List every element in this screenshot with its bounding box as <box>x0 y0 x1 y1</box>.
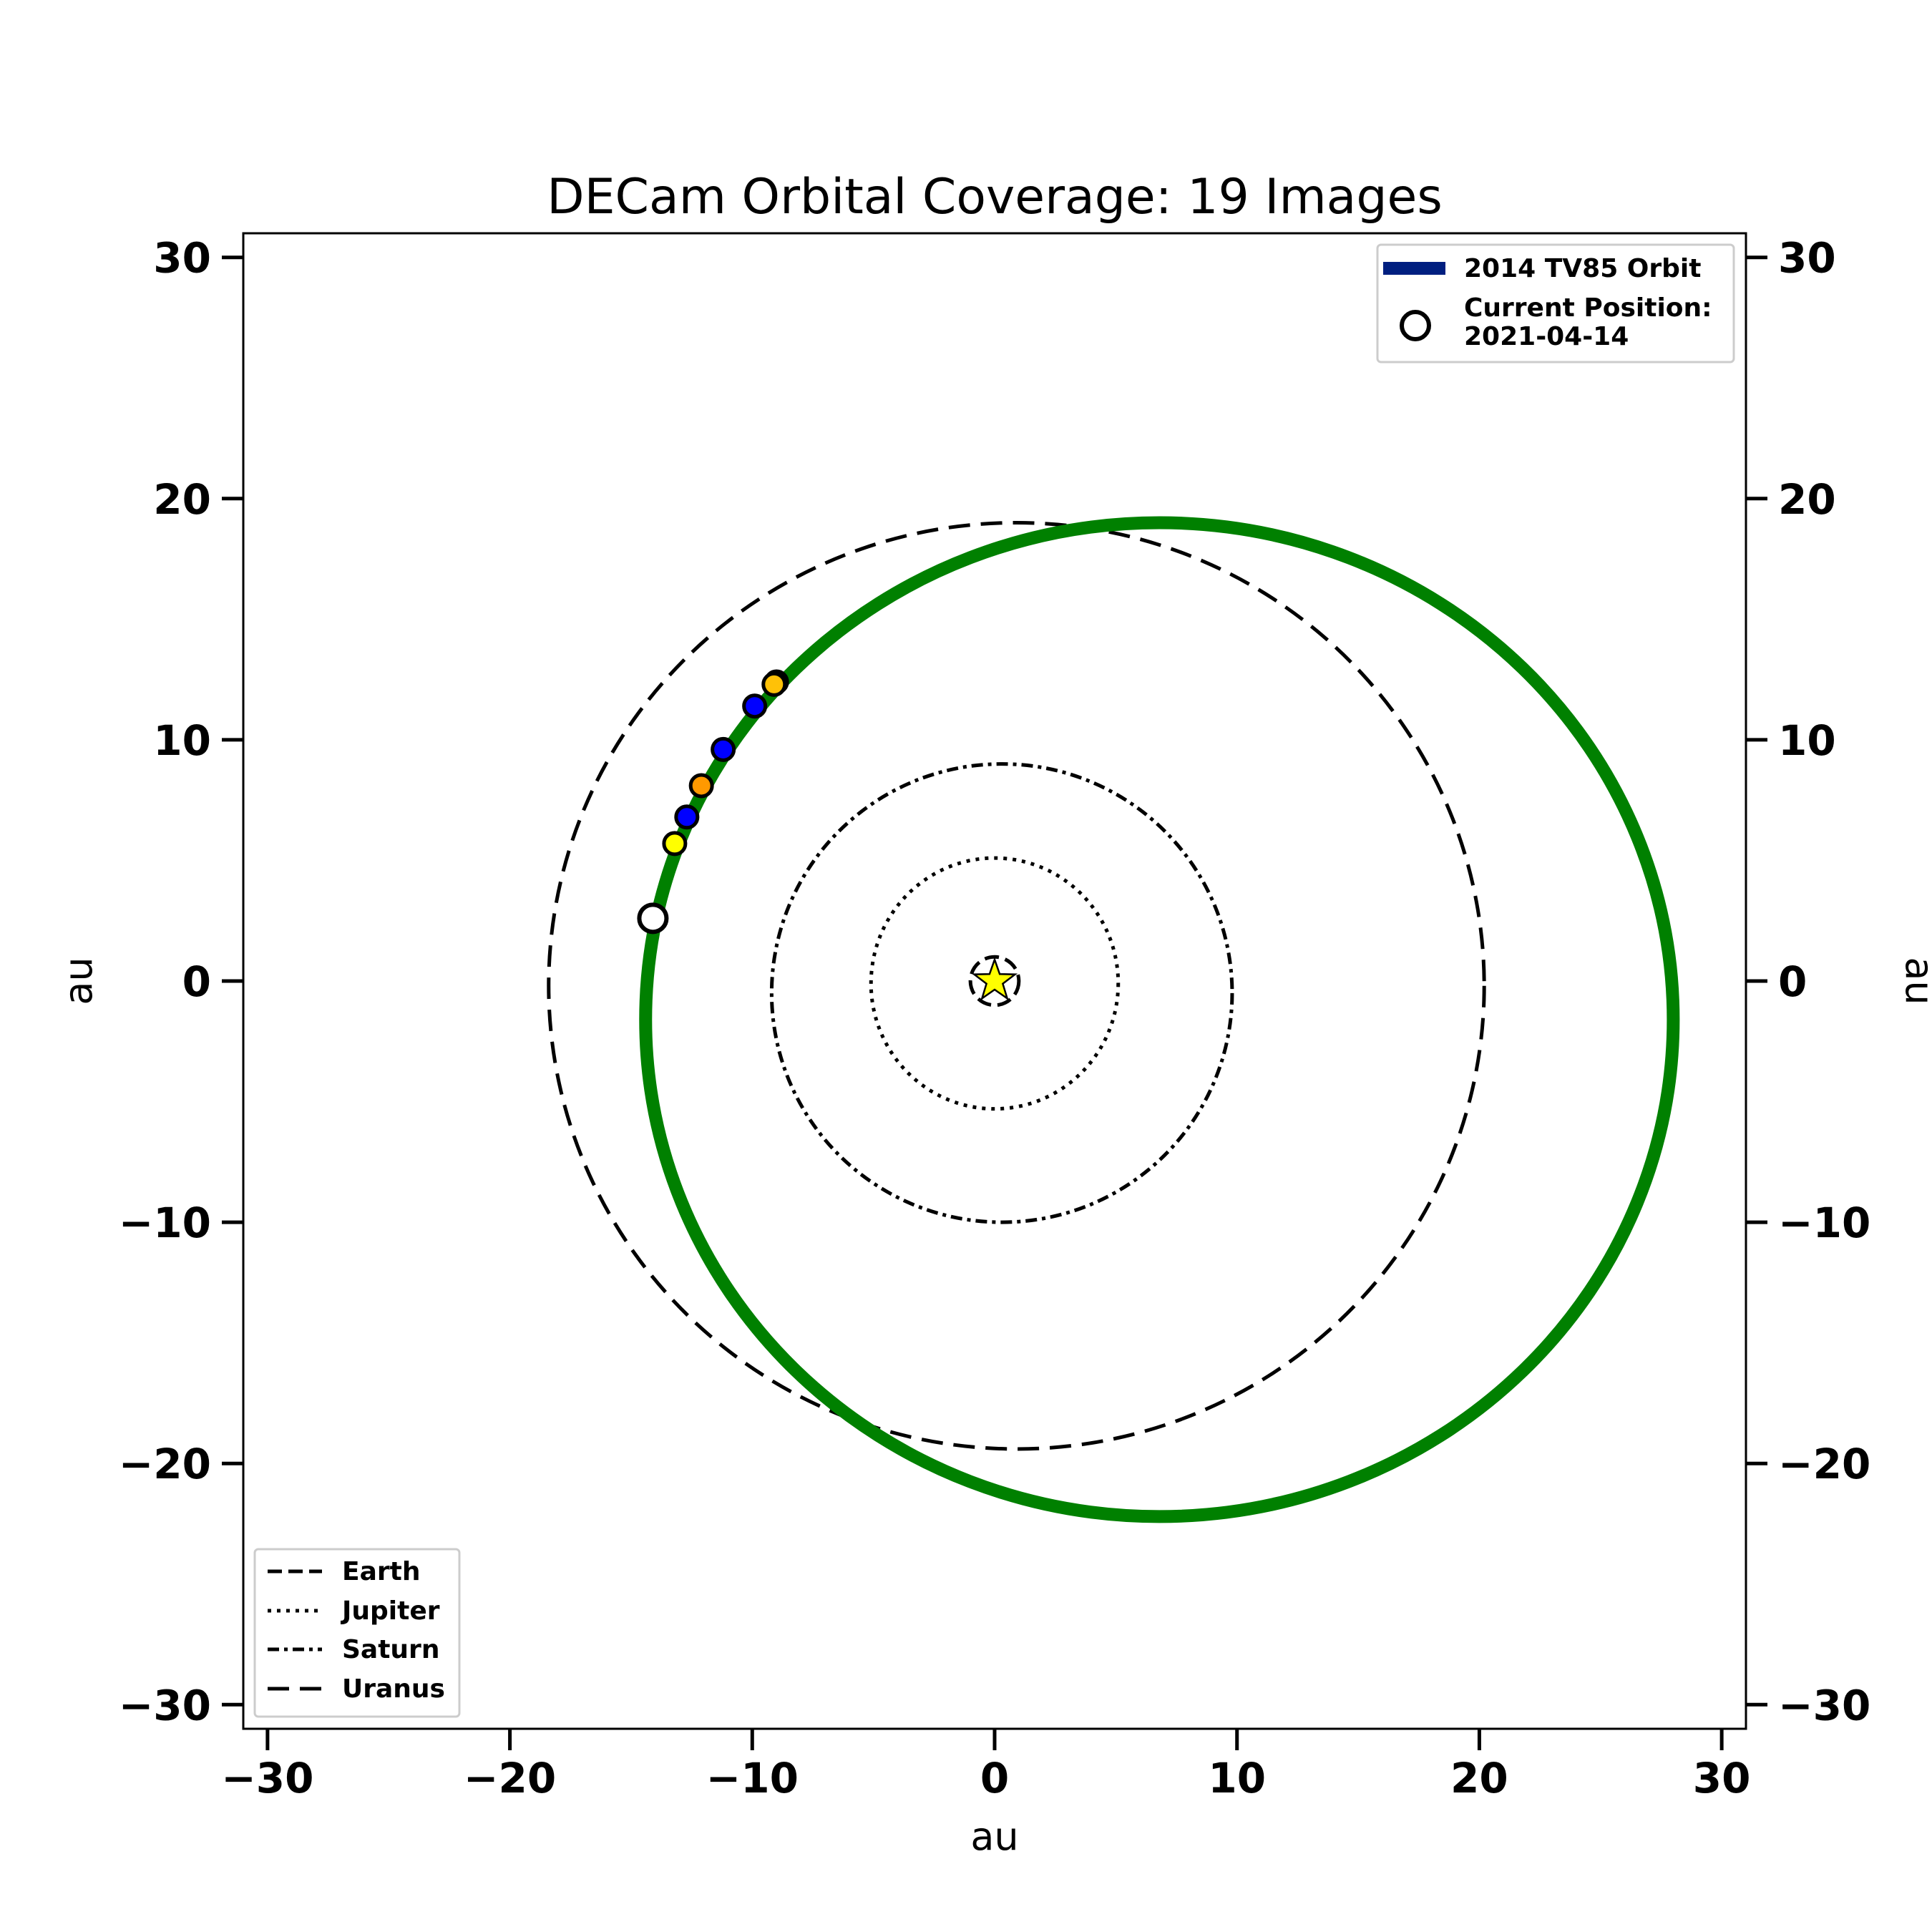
legend-earth-label: Earth <box>342 1557 420 1586</box>
x-tick-label: 20 <box>1450 1754 1508 1802</box>
y-tick-label-left: 20 <box>153 475 211 524</box>
y-tick-label-right: −30 <box>1778 1681 1870 1729</box>
orbit-uranus <box>547 521 1486 1451</box>
current-position-marker <box>637 902 669 935</box>
legend-saturn-label: Saturn <box>342 1635 439 1664</box>
x-tick-label: −10 <box>706 1754 799 1802</box>
legend-top-right-box <box>1376 243 1735 364</box>
observation-point <box>662 831 688 857</box>
legend-bottom-left-box <box>253 1548 461 1718</box>
chart-title: DECam Orbital Coverage: 19 Images <box>547 169 1443 225</box>
legend-position-label-line2: 2021-04-14 <box>1464 322 1629 351</box>
x-tick-label: 0 <box>980 1754 1009 1802</box>
axis-ticks: −30 −20 −10 0 10 20 30−30 −30−20 −20−10 −100 010 10… <box>119 234 1871 1802</box>
y-tick-label-left: 30 <box>153 234 211 283</box>
observation-point <box>674 804 700 830</box>
y-tick-label-right: 10 <box>1778 716 1836 765</box>
legend-bottom-left: Earth Jupiter Saturn Uranus <box>253 1548 461 1718</box>
observation-point <box>688 773 714 799</box>
x-axis-label: au <box>970 1814 1018 1859</box>
legend-uranus-label: Uranus <box>342 1674 445 1704</box>
y-tick-label-right: −10 <box>1778 1199 1870 1247</box>
y-axis-label-left: au <box>56 957 101 1005</box>
y-tick-label-right: 20 <box>1778 475 1836 524</box>
y-tick-label-left: −20 <box>119 1440 211 1488</box>
y-tick-label-right: 30 <box>1778 234 1836 283</box>
x-tick-label: −30 <box>221 1754 313 1802</box>
y-axis-label-right: au <box>1897 957 1932 1005</box>
sun-star-marker <box>971 957 1018 1001</box>
y-tick-label-left: 0 <box>182 957 211 1006</box>
x-tick-label: 10 <box>1208 1754 1266 1802</box>
y-tick-label-left: 10 <box>153 716 211 765</box>
y-tick-label-left: −10 <box>119 1199 211 1247</box>
observation-point <box>742 693 768 719</box>
legend-orbit-label: 2014 TV85 Orbit <box>1464 254 1701 283</box>
x-tick-label: 30 <box>1693 1754 1751 1802</box>
y-tick-label-right: 0 <box>1778 957 1807 1006</box>
plot-area <box>547 516 1680 1523</box>
y-tick-label-left: −30 <box>119 1681 211 1729</box>
x-tick-label: −20 <box>464 1754 556 1802</box>
observation-point <box>761 671 787 697</box>
observation-point <box>711 736 736 762</box>
orbit-saturn <box>769 762 1234 1224</box>
legend-top-right: 2014 TV85 Orbit Current Position: 2021-0… <box>1376 243 1735 364</box>
legend-jupiter-label: Jupiter <box>340 1596 440 1626</box>
target-orbit-path <box>639 516 1680 1523</box>
y-tick-label-right: −20 <box>1778 1440 1870 1488</box>
legend-position-marker <box>1400 310 1431 341</box>
orbit-jupiter <box>869 856 1121 1111</box>
legend-position-label-line1: Current Position: <box>1464 293 1712 323</box>
